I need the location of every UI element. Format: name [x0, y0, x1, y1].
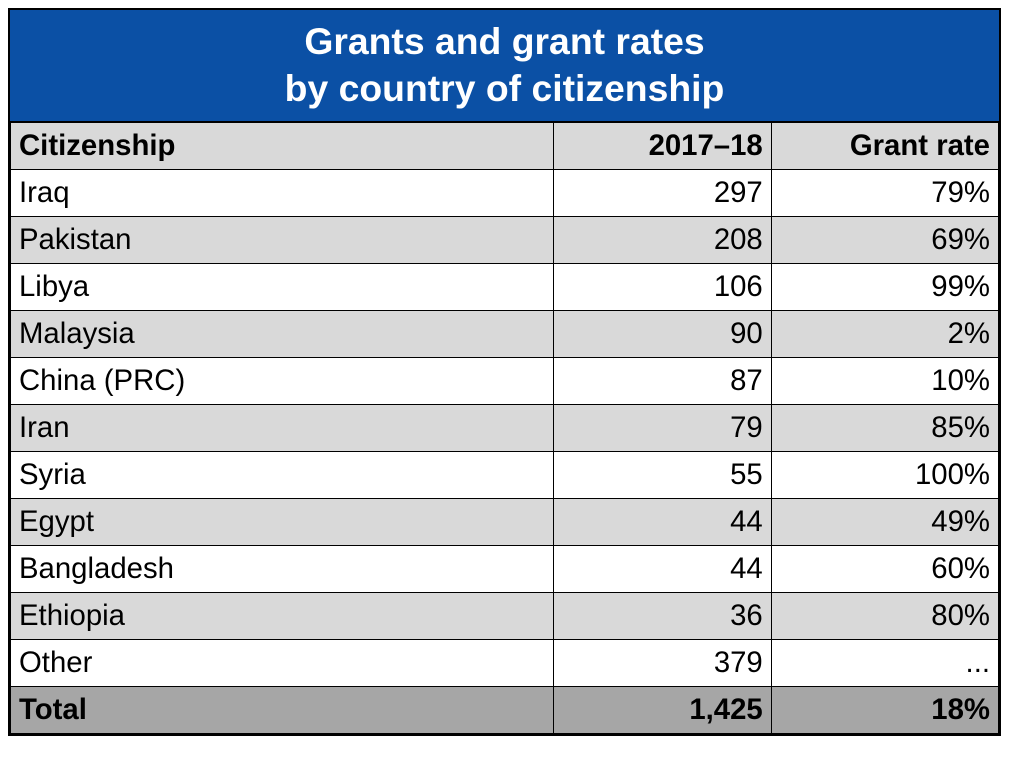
cell-year: 379	[554, 640, 771, 687]
table-row: Malaysia 90 2%	[11, 311, 999, 358]
cell-rate: 85%	[771, 405, 998, 452]
table-row: Libya 106 99%	[11, 264, 999, 311]
table-row: Iran 79 85%	[11, 405, 999, 452]
cell-total-rate: 18%	[771, 687, 998, 734]
cell-year: 106	[554, 264, 771, 311]
cell-citizenship: Malaysia	[11, 311, 554, 358]
cell-rate: 49%	[771, 499, 998, 546]
col-header-rate: Grant rate	[771, 123, 998, 170]
table-body: Iraq 297 79% Pakistan 208 69% Libya 106 …	[11, 170, 999, 734]
table-row: Syria 55 100%	[11, 452, 999, 499]
table-row: China (PRC) 87 10%	[11, 358, 999, 405]
cell-year: 87	[554, 358, 771, 405]
cell-citizenship: Libya	[11, 264, 554, 311]
grants-table: Grants and grant rates by country of cit…	[8, 8, 1001, 736]
col-header-year: 2017–18	[554, 123, 771, 170]
table-title-line2: by country of citizenship	[10, 65, 999, 112]
cell-year: 44	[554, 499, 771, 546]
cell-year: 297	[554, 170, 771, 217]
cell-year: 55	[554, 452, 771, 499]
cell-rate: 80%	[771, 593, 998, 640]
cell-rate: 10%	[771, 358, 998, 405]
cell-year: 79	[554, 405, 771, 452]
cell-rate: 2%	[771, 311, 998, 358]
cell-rate: ...	[771, 640, 998, 687]
data-table: Citizenship 2017–18 Grant rate Iraq 297 …	[10, 123, 999, 734]
total-row: Total 1,425 18%	[11, 687, 999, 734]
col-header-citizenship: Citizenship	[11, 123, 554, 170]
cell-year: 44	[554, 546, 771, 593]
header-row: Citizenship 2017–18 Grant rate	[11, 123, 999, 170]
cell-citizenship: Egypt	[11, 499, 554, 546]
cell-rate: 99%	[771, 264, 998, 311]
cell-citizenship: China (PRC)	[11, 358, 554, 405]
cell-total-year: 1,425	[554, 687, 771, 734]
cell-citizenship: Iraq	[11, 170, 554, 217]
table-title-line1: Grants and grant rates	[10, 18, 999, 65]
cell-total-label: Total	[11, 687, 554, 734]
cell-year: 208	[554, 217, 771, 264]
table-title: Grants and grant rates by country of cit…	[10, 10, 999, 123]
cell-citizenship: Pakistan	[11, 217, 554, 264]
cell-citizenship: Syria	[11, 452, 554, 499]
cell-year: 36	[554, 593, 771, 640]
cell-rate: 60%	[771, 546, 998, 593]
table-row: Iraq 297 79%	[11, 170, 999, 217]
cell-citizenship: Other	[11, 640, 554, 687]
cell-year: 90	[554, 311, 771, 358]
table-row: Egypt 44 49%	[11, 499, 999, 546]
cell-citizenship: Iran	[11, 405, 554, 452]
table-row: Pakistan 208 69%	[11, 217, 999, 264]
table-row: Bangladesh 44 60%	[11, 546, 999, 593]
cell-rate: 79%	[771, 170, 998, 217]
cell-rate: 100%	[771, 452, 998, 499]
cell-citizenship: Ethiopia	[11, 593, 554, 640]
cell-citizenship: Bangladesh	[11, 546, 554, 593]
table-row: Other 379 ...	[11, 640, 999, 687]
cell-rate: 69%	[771, 217, 998, 264]
table-row: Ethiopia 36 80%	[11, 593, 999, 640]
